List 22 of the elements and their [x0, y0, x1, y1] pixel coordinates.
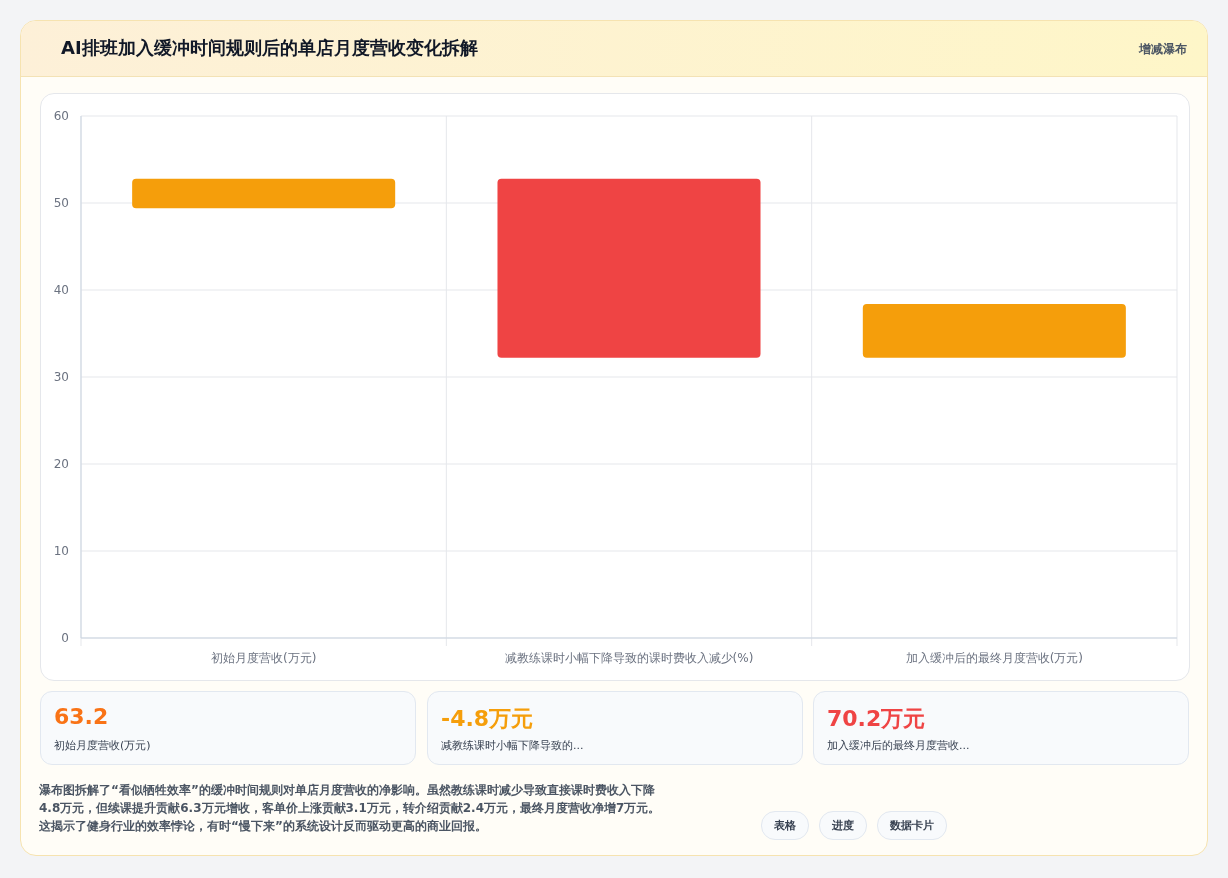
- text: 瀑布图拆解了“看似牺牲效率”的缓冲时间规则对单店月度营收的净影响。虽然教练课时减少导致直接课时费收入下降4.8万元，但续课提升贡献6.3万元增收，客单价上涨贡献3.1万元，转介绍贡献2.4万元，最终月度营收净增7万元。这揭示了健身行业的效率悖论，有时“慢下来”的系统设计反而驱动更高的商业回报。: [39, 782, 662, 835]
- text: 70.2万元: [827, 705, 926, 733]
- text: 数据卡片: [877, 811, 947, 840]
- text: 63.2: [54, 704, 109, 729]
- chart-title: AI排班加入缓冲时间规则后的单店月度营收变化拆解: [61, 36, 478, 60]
- x-tick-label: 加入缓冲后的最终月度营收(万元): [905, 651, 1084, 665]
- y-tick-label: 60: [53, 109, 69, 123]
- text: 表格: [761, 811, 809, 840]
- text: -4.8万元: [441, 705, 534, 733]
- text: 加入缓冲后的最终月度营收...: [827, 738, 970, 753]
- x-tick-label: 减教练课时小幅下降导致的课时费收入减少(%): [504, 651, 754, 665]
- x-tick-label: 初始月度营收(万元): [210, 651, 317, 665]
- y-tick-label: 20: [53, 457, 69, 471]
- text: 减教练课时小幅下降导致的...: [441, 738, 584, 753]
- y-tick-label: 0: [61, 631, 69, 645]
- y-tick-label: 50: [53, 196, 69, 210]
- text: 初始月度营收(万元): [54, 738, 151, 753]
- y-tick-label: 40: [53, 283, 69, 297]
- y-tick-label: 30: [53, 370, 69, 384]
- text: 增减瀑布: [1139, 41, 1187, 58]
- y-tick-label: 10: [53, 544, 69, 558]
- text: 进度: [819, 811, 867, 840]
